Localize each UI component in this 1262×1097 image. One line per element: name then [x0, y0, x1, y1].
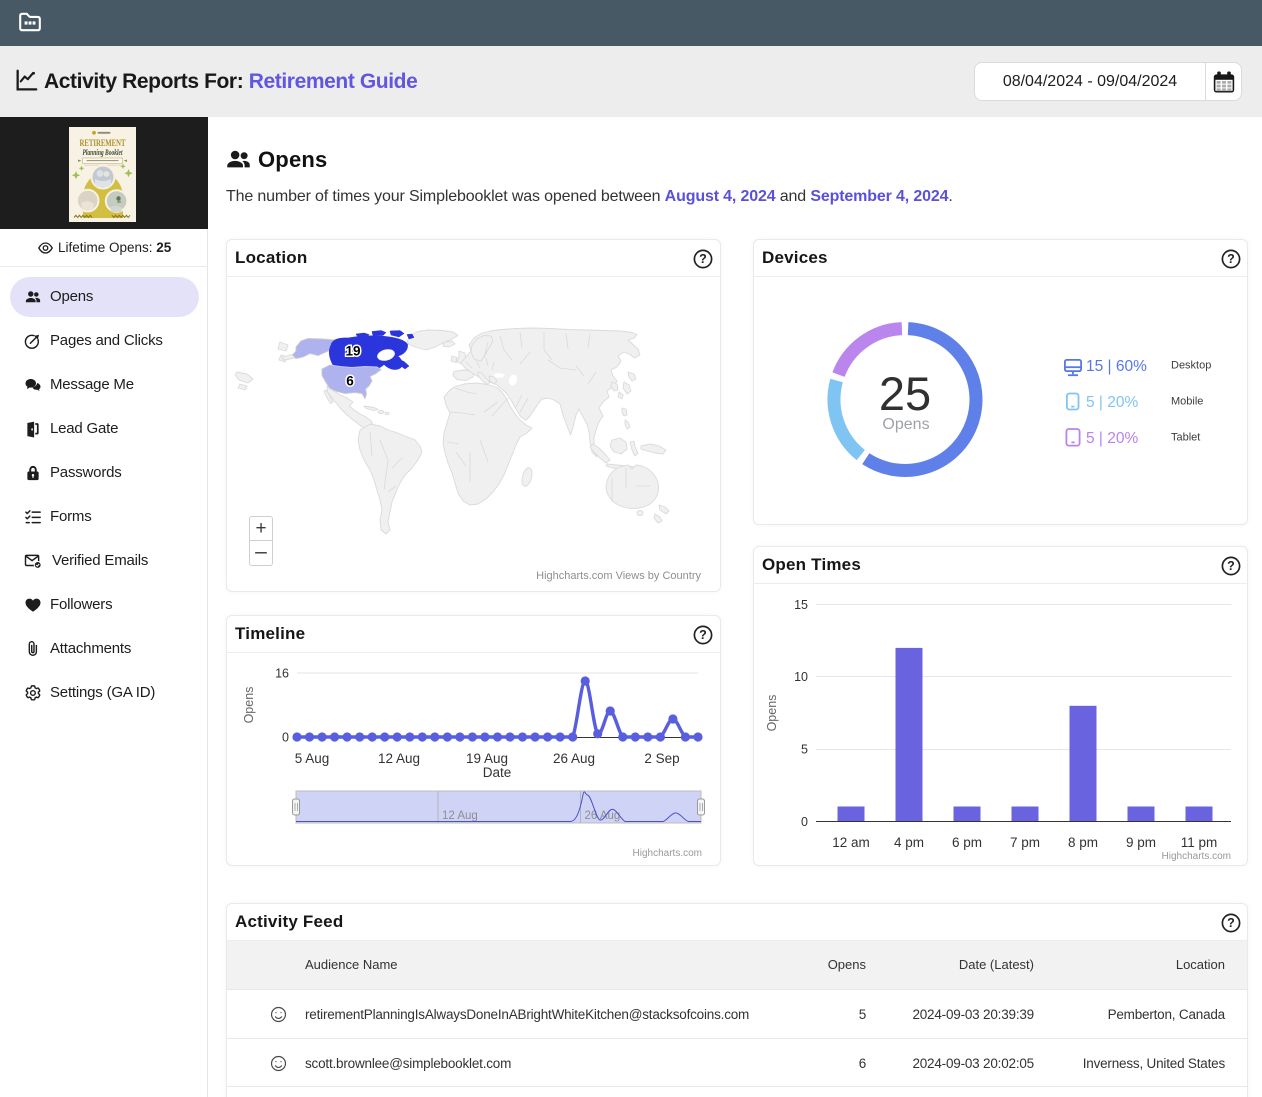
svg-text:19 Aug: 19 Aug	[466, 751, 508, 766]
svg-text:16: 16	[275, 667, 289, 681]
svg-text:Highcharts.com: Highcharts.com	[1162, 851, 1231, 862]
svg-text:26 Aug: 26 Aug	[553, 751, 595, 766]
svg-text:11 pm: 11 pm	[1181, 835, 1218, 850]
svg-text:5: 5	[801, 743, 808, 757]
svg-text:12 am: 12 am	[832, 835, 870, 850]
svg-text:26 Aug: 26 Aug	[585, 810, 621, 822]
svg-text:8 pm: 8 pm	[1068, 835, 1098, 850]
svg-text:4 pm: 4 pm	[894, 835, 924, 850]
svg-text:Date: Date	[483, 765, 512, 780]
svg-text:Highcharts.com: Highcharts.com	[633, 848, 702, 859]
svg-text:5 | 20%: 5 | 20%	[1086, 430, 1139, 447]
svg-text:12 Aug: 12 Aug	[378, 751, 420, 766]
svg-text:2 Sep: 2 Sep	[644, 751, 679, 766]
svg-text:15: 15	[794, 598, 808, 612]
svg-text:Planning Booklet: Planning Booklet	[83, 148, 124, 157]
svg-text:0: 0	[282, 731, 289, 745]
svg-text:Opens: Opens	[882, 416, 929, 433]
svg-text:10: 10	[794, 670, 808, 684]
svg-text:Opens: Opens	[765, 695, 779, 732]
svg-text:19: 19	[345, 344, 360, 359]
svg-text:15 | 60%: 15 | 60%	[1086, 358, 1147, 375]
svg-text:?: ?	[1227, 559, 1235, 573]
svg-text:?: ?	[1227, 252, 1235, 266]
svg-text:9 pm: 9 pm	[1126, 835, 1156, 850]
svg-text:12 Aug: 12 Aug	[442, 810, 478, 822]
svg-text:5 Aug: 5 Aug	[295, 751, 330, 766]
svg-text:?: ?	[1227, 916, 1235, 930]
svg-text:Mobile: Mobile	[1171, 396, 1203, 408]
svg-text:Desktop: Desktop	[1171, 360, 1211, 372]
svg-text:6 pm: 6 pm	[952, 835, 982, 850]
svg-text:5 | 20%: 5 | 20%	[1086, 394, 1139, 411]
svg-text:?: ?	[699, 628, 707, 642]
svg-text:Opens: Opens	[242, 687, 256, 724]
svg-text:RETIREMENT: RETIREMENT	[80, 139, 126, 149]
svg-text:0: 0	[801, 815, 808, 829]
svg-text:Tablet: Tablet	[1171, 432, 1200, 444]
svg-text:6: 6	[346, 374, 354, 389]
svg-text:?: ?	[699, 252, 707, 266]
svg-text:25: 25	[879, 367, 931, 420]
svg-text:7 pm: 7 pm	[1010, 835, 1040, 850]
